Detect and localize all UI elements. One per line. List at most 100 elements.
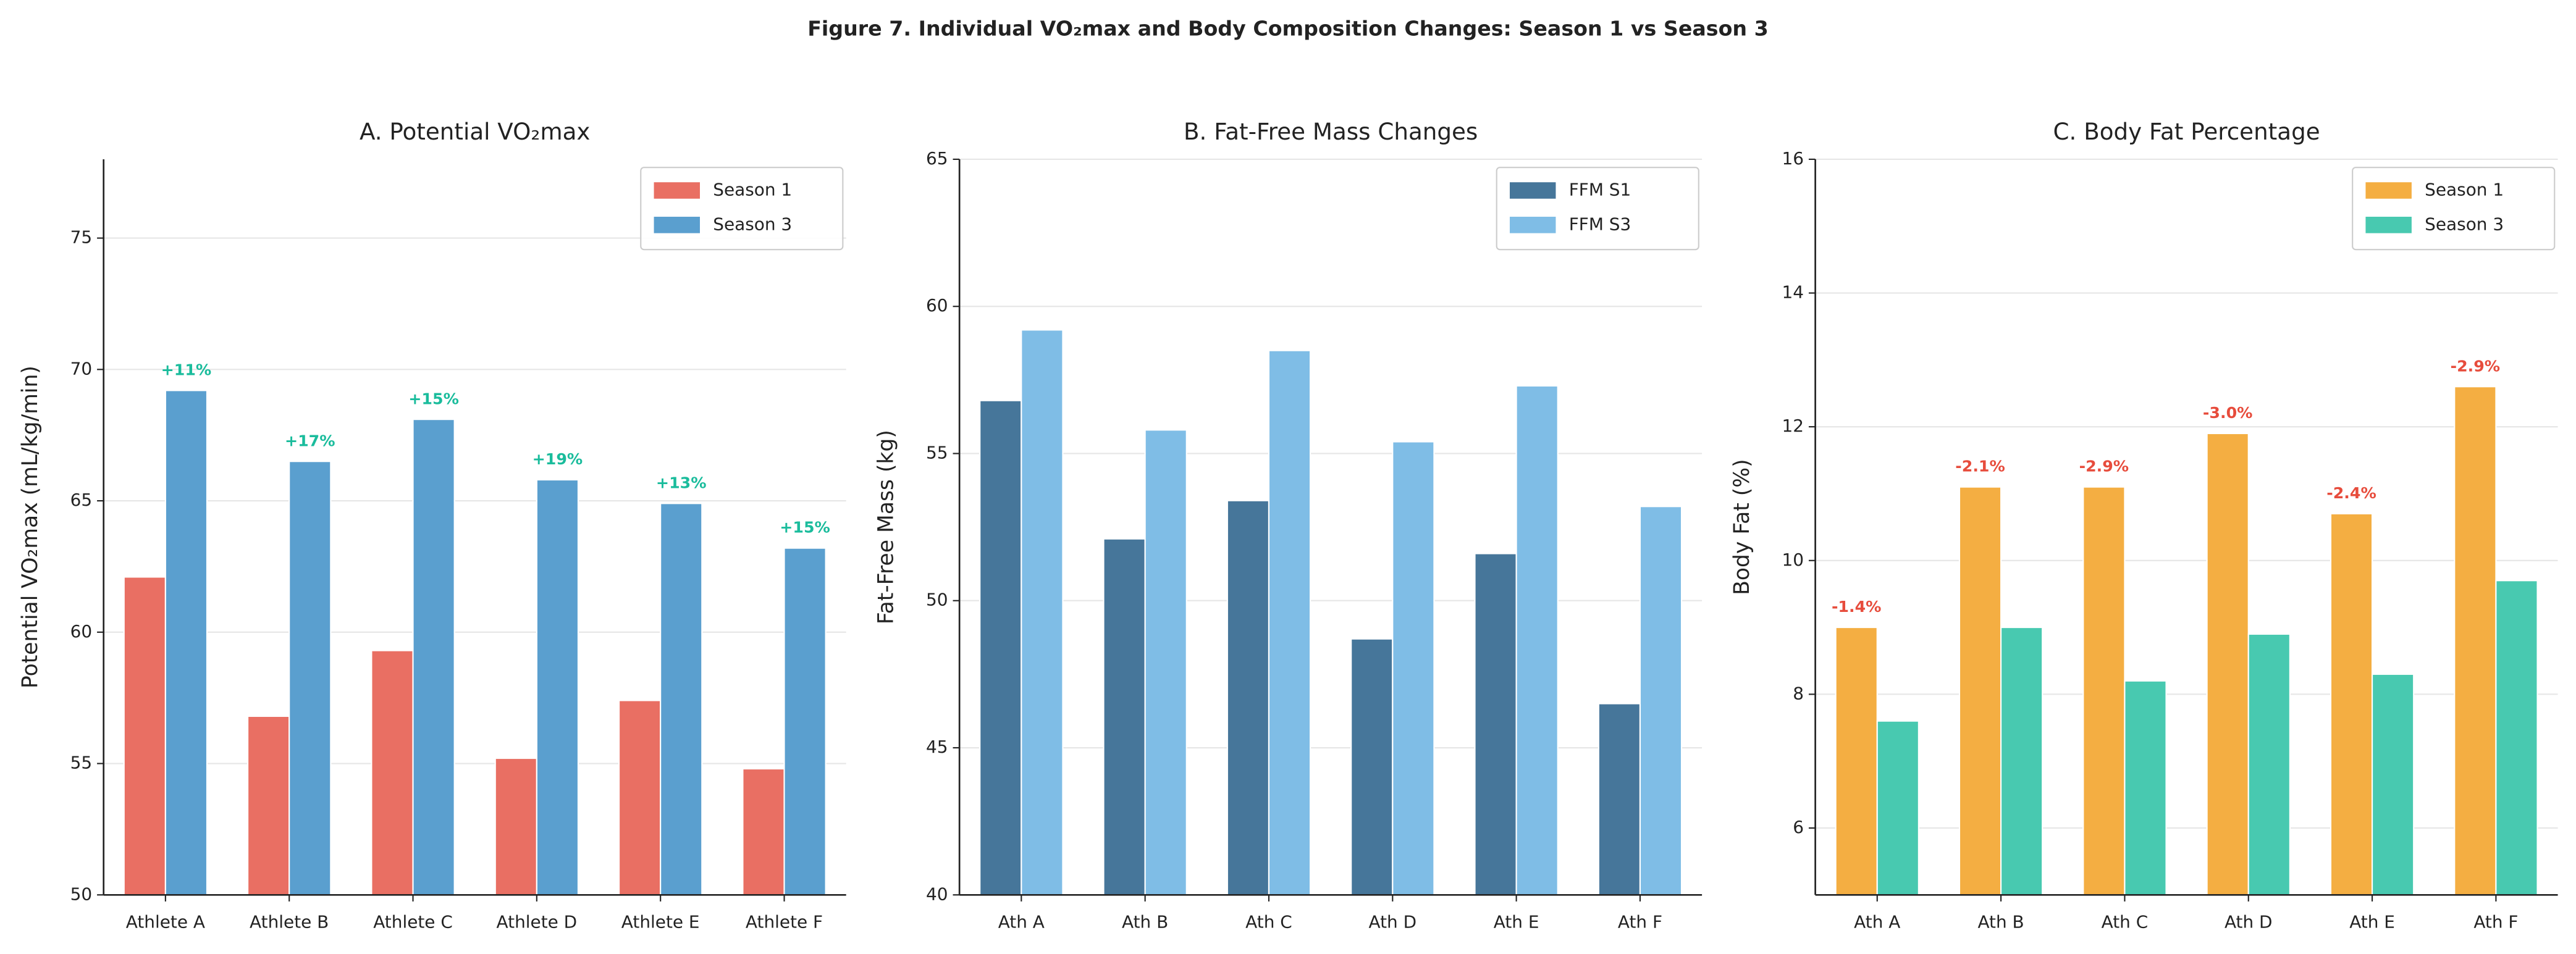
bar [2000, 626, 2044, 896]
annotation: -1.4% [1832, 598, 1882, 616]
bar [1226, 500, 1270, 896]
annotation: +13% [656, 474, 707, 492]
annotation: +17% [285, 432, 335, 450]
annotation: -2.9% [2079, 458, 2129, 475]
bar [742, 768, 785, 896]
bar [783, 547, 827, 896]
bar [536, 479, 579, 896]
x-tick-label: Ath B [1977, 911, 2024, 932]
x-tick-label: Ath E [2349, 911, 2395, 932]
y-tick-label: 12 [1782, 416, 1804, 436]
legend-label: FFM S1 [1569, 179, 1631, 199]
x-tick-label: Athlete F [746, 911, 823, 932]
legend-label: FFM S3 [1569, 214, 1631, 234]
bar [123, 576, 166, 896]
bar [1103, 538, 1146, 896]
bar [1835, 626, 1878, 896]
y-tick-label: 50 [70, 884, 93, 904]
y-tick-label: 70 [70, 358, 93, 379]
y-tick-label: 10 [1782, 550, 1804, 570]
x-tick-label: Athlete C [373, 911, 453, 932]
bar [2124, 680, 2167, 896]
annotation: +11% [161, 361, 212, 379]
y-tick-label: 8 [1793, 683, 1804, 703]
x-tick-label: Ath A [1854, 911, 1900, 932]
panel-title: C. Body Fat Percentage [2053, 118, 2320, 145]
x-tick-label: Athlete D [497, 911, 578, 932]
y-axis-label: Fat-Free Mass (kg) [874, 430, 899, 624]
y-axis-label: Potential VO₂max (mL/kg/min) [18, 366, 43, 688]
annotation: -2.9% [2451, 357, 2501, 375]
y-tick-label: 55 [926, 442, 948, 462]
y-axis-label: Body Fat (%) [1730, 459, 1754, 595]
y-tick-label: 16 [1782, 148, 1804, 169]
legend-swatch [654, 182, 701, 199]
annotation: +15% [408, 390, 459, 408]
x-tick-label: Ath F [2473, 911, 2518, 932]
x-tick-label: Athlete E [621, 911, 700, 932]
y-tick-label: 60 [926, 295, 948, 316]
bar [1021, 329, 1064, 896]
bar [2495, 580, 2538, 896]
bar [1515, 385, 1559, 896]
x-tick-label: Ath B [1122, 911, 1168, 932]
bar [1350, 638, 1394, 896]
bar [1597, 703, 1641, 896]
bar [979, 400, 1022, 896]
legend-label: Season 3 [2425, 214, 2504, 234]
bar [412, 419, 455, 896]
x-tick-label: Ath A [998, 911, 1045, 932]
annotation: -2.4% [2326, 484, 2376, 502]
annotation: +15% [780, 519, 830, 537]
y-tick-label: 65 [70, 490, 93, 510]
y-tick-label: 6 [1793, 817, 1804, 837]
legend-label: Season 1 [2425, 179, 2504, 199]
bar [2330, 513, 2373, 896]
bar [1392, 441, 1435, 896]
legend-label: Season 1 [713, 179, 792, 199]
x-tick-label: Ath D [2225, 911, 2273, 932]
legend-swatch [2365, 217, 2412, 233]
bar [494, 757, 537, 896]
x-tick-label: Athlete B [250, 911, 329, 932]
x-tick-label: Ath E [1494, 911, 1539, 932]
y-tick-label: 75 [70, 227, 93, 248]
x-tick-label: Ath D [1369, 911, 1417, 932]
annotation: +19% [532, 450, 583, 468]
bar [1144, 429, 1187, 896]
bar [618, 700, 662, 896]
y-tick-label: 14 [1782, 282, 1804, 303]
x-tick-label: Ath C [2102, 911, 2149, 932]
bar [371, 650, 414, 896]
y-tick-label: 50 [926, 590, 948, 610]
y-tick-label: 40 [926, 884, 948, 904]
panel-title: B. Fat-Free Mass Changes [1184, 118, 1478, 145]
bar [2247, 633, 2291, 896]
legend-swatch [1509, 217, 1556, 233]
bar [164, 390, 208, 896]
x-tick-label: Athlete A [126, 911, 205, 932]
legend-swatch [1509, 182, 1556, 199]
bar [660, 503, 703, 896]
x-tick-label: Ath F [1618, 911, 1662, 932]
bar [1639, 506, 1683, 896]
legend-swatch [654, 217, 701, 233]
y-tick-label: 65 [926, 148, 948, 169]
bar [2082, 486, 2126, 896]
bar [247, 715, 290, 896]
bar [2372, 673, 2415, 896]
bar [1268, 349, 1311, 896]
legend-label: Season 3 [713, 214, 792, 234]
bar [1876, 720, 1919, 896]
annotation: -2.1% [1955, 458, 2005, 475]
y-tick-label: 55 [70, 753, 93, 773]
bar [1958, 486, 2002, 896]
bar [2206, 432, 2249, 896]
bar [2454, 386, 2497, 896]
x-tick-label: Ath C [1245, 911, 1292, 932]
panel-title: A. Potential VO₂max [360, 118, 590, 145]
bar [1474, 553, 1517, 896]
figure-title: Figure 7. Individual VO₂max and Body Com… [807, 16, 1769, 40]
